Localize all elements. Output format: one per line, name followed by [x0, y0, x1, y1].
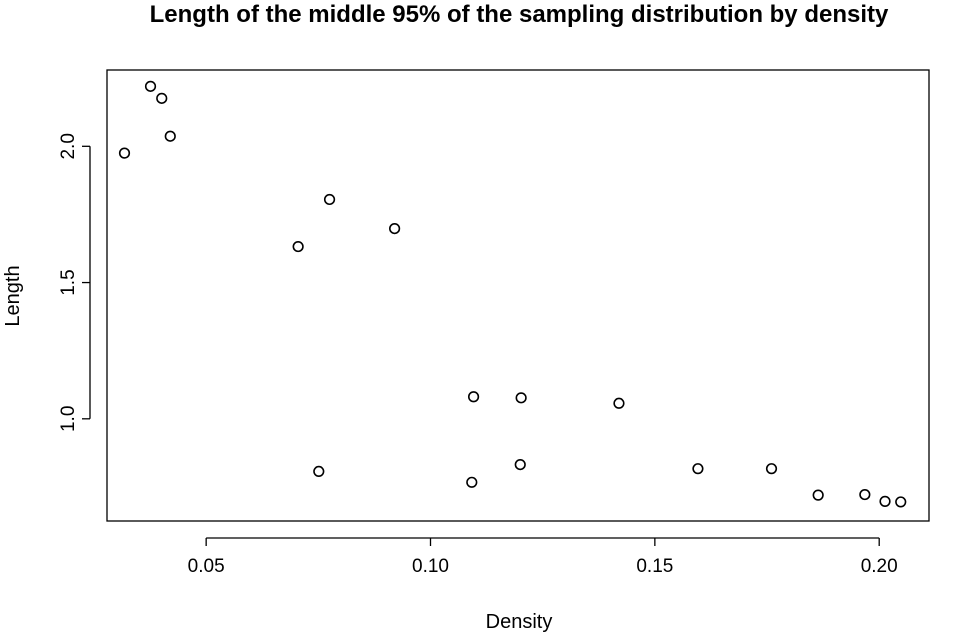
x-tick-label: 0.15	[636, 556, 673, 577]
data-points	[118, 80, 907, 508]
y-axis: 1.0 1.5 2.0	[58, 133, 91, 432]
y-tick-label: 1.5	[58, 269, 79, 295]
data-point	[389, 222, 401, 235]
data-point	[895, 496, 907, 508]
data-point	[515, 392, 527, 404]
x-axis: 0.05 0.10 0.15 0.20	[188, 537, 898, 577]
x-axis-label: Density	[486, 611, 553, 633]
data-point	[467, 391, 480, 403]
data-point	[692, 463, 704, 475]
data-point	[323, 193, 336, 206]
data-point	[812, 489, 824, 501]
x-tick-label: 0.10	[412, 556, 449, 577]
data-point	[313, 465, 325, 478]
data-point	[144, 80, 157, 92]
data-point	[514, 458, 526, 471]
data-point	[765, 463, 778, 475]
x-tick-label: 0.05	[188, 556, 225, 577]
data-point	[859, 488, 871, 501]
y-tick-label: 1.0	[58, 406, 79, 432]
data-point	[156, 92, 168, 104]
data-point	[879, 495, 891, 507]
data-point	[466, 476, 478, 488]
x-tick-label: 0.20	[861, 556, 898, 577]
chart-title: Length of the middle 95% of the sampling…	[150, 1, 889, 28]
y-tick-label: 2.0	[58, 133, 79, 159]
data-point	[292, 240, 304, 253]
data-point	[118, 147, 131, 159]
data-point	[613, 397, 625, 409]
data-point	[164, 130, 176, 142]
plot-frame	[106, 69, 930, 522]
y-axis-label: Length	[2, 265, 24, 326]
